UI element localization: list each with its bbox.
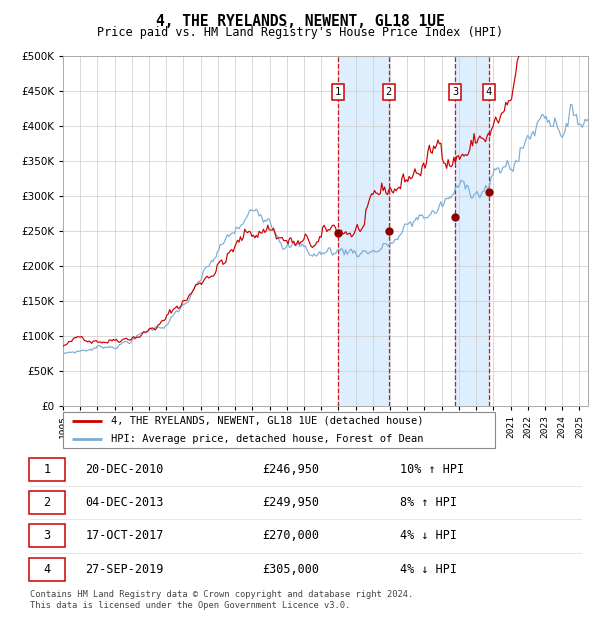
Text: 27-SEP-2019: 27-SEP-2019 <box>85 563 164 576</box>
Text: 8% ↑ HPI: 8% ↑ HPI <box>400 496 457 509</box>
Text: 2: 2 <box>43 496 50 509</box>
Text: 20-DEC-2010: 20-DEC-2010 <box>85 463 164 476</box>
Text: 10% ↑ HPI: 10% ↑ HPI <box>400 463 464 476</box>
Text: 2: 2 <box>386 87 392 97</box>
Text: 1: 1 <box>335 87 341 97</box>
Text: £249,950: £249,950 <box>262 496 319 509</box>
Text: 17-OCT-2017: 17-OCT-2017 <box>85 529 164 542</box>
Text: 4, THE RYELANDS, NEWENT, GL18 1UE: 4, THE RYELANDS, NEWENT, GL18 1UE <box>155 14 445 29</box>
Text: 4: 4 <box>43 563 50 576</box>
FancyBboxPatch shape <box>29 525 65 547</box>
Text: 04-DEC-2013: 04-DEC-2013 <box>85 496 164 509</box>
FancyBboxPatch shape <box>29 558 65 581</box>
FancyBboxPatch shape <box>29 491 65 514</box>
Text: Price paid vs. HM Land Registry's House Price Index (HPI): Price paid vs. HM Land Registry's House … <box>97 26 503 39</box>
Bar <box>338 56 389 406</box>
FancyBboxPatch shape <box>63 412 495 448</box>
Text: 1: 1 <box>43 463 50 476</box>
Text: £270,000: £270,000 <box>262 529 319 542</box>
Text: Contains HM Land Registry data © Crown copyright and database right 2024.
This d: Contains HM Land Registry data © Crown c… <box>30 590 413 609</box>
Text: 4: 4 <box>486 87 492 97</box>
Text: 3: 3 <box>43 529 50 542</box>
Text: HPI: Average price, detached house, Forest of Dean: HPI: Average price, detached house, Fore… <box>110 433 423 444</box>
Text: £246,950: £246,950 <box>262 463 319 476</box>
Text: £305,000: £305,000 <box>262 563 319 576</box>
Text: 4, THE RYELANDS, NEWENT, GL18 1UE (detached house): 4, THE RYELANDS, NEWENT, GL18 1UE (detac… <box>110 415 423 426</box>
Text: 4% ↓ HPI: 4% ↓ HPI <box>400 563 457 576</box>
FancyBboxPatch shape <box>29 458 65 480</box>
Text: 4% ↓ HPI: 4% ↓ HPI <box>400 529 457 542</box>
Text: 3: 3 <box>452 87 458 97</box>
Bar <box>455 56 489 406</box>
